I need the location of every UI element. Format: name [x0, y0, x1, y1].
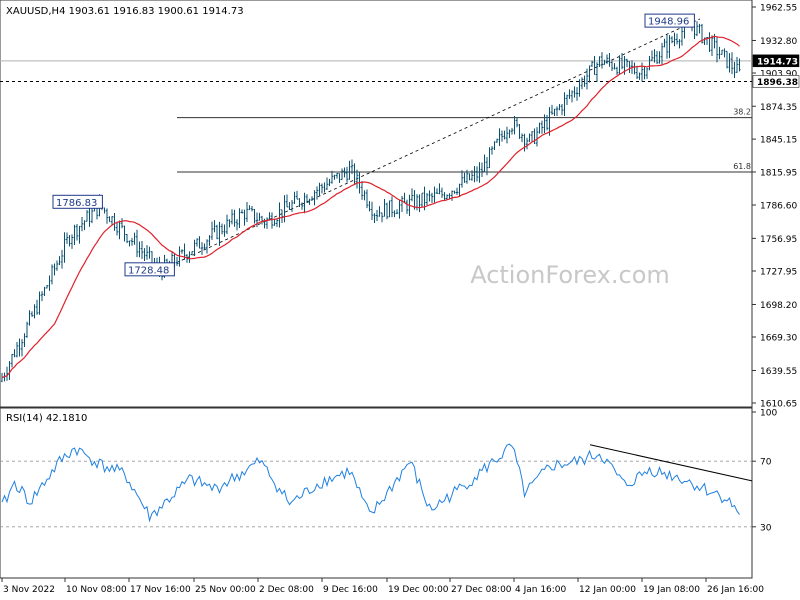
fib-level-label: 61.8	[733, 162, 751, 171]
current-price-label: 1914.73	[757, 57, 798, 67]
price-axis-label: 1815.95	[760, 168, 797, 178]
price-axis-label: 1874.35	[760, 103, 797, 113]
support-price-label-box	[752, 75, 800, 88]
price-axis-label: 1698.20	[760, 301, 797, 311]
x-axis-label: 2 Dec 08:00	[259, 585, 314, 595]
callout-swing-high-box	[52, 194, 103, 209]
moving-average-line	[1, 35, 740, 378]
callout-swing-low-box	[124, 262, 175, 277]
price-axis-label: 1932.80	[760, 37, 797, 47]
price-axis-label: 1756.95	[760, 235, 797, 245]
x-axis-label: 4 Jan 16:00	[515, 585, 567, 595]
x-axis-label: 26 Jan 16:00	[707, 585, 764, 595]
price-axis-label: 1669.30	[760, 334, 797, 344]
x-axis-label: 10 Nov 08:00	[66, 585, 127, 595]
rsi-panel	[0, 407, 753, 579]
price-axis-label: 1610.65	[760, 400, 797, 410]
x-axis-label: 17 Nov 16:00	[130, 585, 191, 595]
price-axis-label: 1786.60	[760, 202, 797, 212]
rsi-title: RSI(14) 42.1810	[6, 413, 87, 424]
current-price-label-box	[752, 54, 800, 68]
callout-swing-low: 1728.48	[128, 265, 169, 276]
watermark: ActionForex.com	[470, 261, 670, 289]
x-axis-label: 19 Dec 00:00	[388, 585, 449, 595]
rsi-trend-line	[589, 444, 753, 482]
price-axis-label: 1727.95	[760, 268, 797, 278]
x-axis-label: 12 Jan 00:00	[579, 585, 636, 595]
price-axis-label: 1845.15	[760, 136, 797, 146]
x-axis-label: 19 Jan 08:00	[643, 585, 700, 595]
callout-swing-high: 1786.83	[56, 198, 97, 209]
x-axis-label: 27 Dec 08:00	[451, 585, 512, 595]
price-panel	[0, 0, 753, 408]
x-axis-label: 9 Dec 16:00	[323, 585, 378, 595]
rsi-axis-label: 70	[760, 458, 772, 468]
fib-level-label: 38.2	[733, 108, 751, 117]
price-axis-label: 1639.55	[760, 367, 797, 377]
callout-high: 1948.96	[648, 17, 689, 28]
callout-high-box	[644, 13, 695, 28]
price-axis-label: 1903.90	[760, 70, 797, 80]
rsi-line	[1, 443, 740, 523]
rsi-axis-label: 100	[760, 409, 777, 419]
x-axis-label: 25 Nov 00:00	[195, 585, 256, 595]
price-axis-label: 1962.55	[760, 4, 797, 14]
x-axis-label: 3 Nov 2022	[3, 585, 55, 595]
chart-header: XAUUSD,H4 1903.61 1916.83 1900.61 1914.7…	[6, 6, 244, 17]
rsi-axis-label: 30	[760, 523, 772, 533]
support-price-label: 1896.38	[757, 78, 798, 88]
